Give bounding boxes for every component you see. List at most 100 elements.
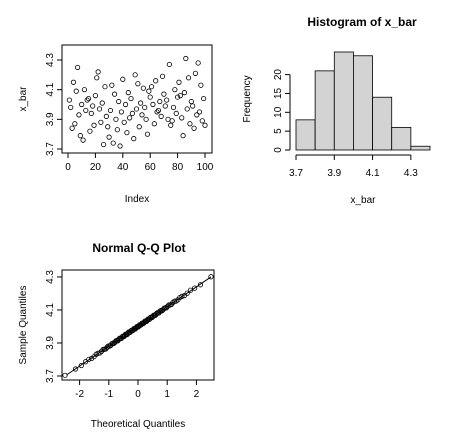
qq-plot: Normal Q-Q Plot -2 -1 0 1 2 3.7 3.9 4.1 4.3 The… <box>18 241 215 430</box>
histogram-bar <box>295 119 316 151</box>
quantile-points <box>62 274 214 378</box>
y-tick-label: 4.3 <box>45 53 56 67</box>
x-axis-ticks: -2 -1 0 1 2 <box>75 379 200 400</box>
y-tick-label: 0 <box>273 147 284 153</box>
data-point <box>172 87 178 93</box>
data-point <box>118 109 125 115</box>
quantile-point <box>82 359 89 365</box>
x-tick-label: 20 <box>90 162 102 173</box>
data-point <box>176 79 182 85</box>
data-point <box>177 93 183 99</box>
data-point <box>88 110 94 117</box>
data-point <box>158 113 164 119</box>
x-tick-label: 0 <box>135 389 141 400</box>
data-point <box>120 76 126 82</box>
quantile-point <box>208 274 214 280</box>
histogram-bars <box>295 51 431 151</box>
quantile-point <box>97 350 103 356</box>
quantile-point <box>197 282 204 288</box>
data-point <box>157 98 163 105</box>
x-tick-label: -1 <box>104 389 113 400</box>
data-point <box>68 104 74 111</box>
histogram-bar <box>333 51 354 151</box>
data-point <box>131 136 137 142</box>
data-point <box>202 122 208 128</box>
x-axis-label: Index <box>125 194 149 205</box>
data-point <box>184 106 190 112</box>
data-point <box>73 88 79 94</box>
data-point <box>188 98 194 105</box>
index-plot: 0 20 40 60 80 100 3.7 3.9 4.1 4.3 Index x_bar <box>18 44 214 205</box>
x-tick-label: 4.3 <box>404 168 418 179</box>
data-point <box>181 90 188 96</box>
data-point <box>84 97 90 103</box>
data-point <box>179 115 185 121</box>
x-tick-label: 2 <box>194 389 200 400</box>
data-point <box>79 101 85 108</box>
data-point <box>148 84 155 90</box>
data-point <box>180 133 186 139</box>
data-point <box>170 104 177 111</box>
quantile-point <box>157 308 163 314</box>
plot-title: Normal Q-Q Plot <box>92 241 185 255</box>
data-point <box>103 113 109 119</box>
data-point <box>192 70 199 76</box>
data-point <box>153 78 159 84</box>
data-point <box>196 109 203 115</box>
y-tick-label: 4.3 <box>45 270 56 284</box>
data-point <box>111 91 118 97</box>
x-tick-label: 40 <box>117 162 129 173</box>
data-point <box>140 85 146 91</box>
x-tick-label: -2 <box>75 389 84 400</box>
data-point <box>105 124 111 130</box>
quantile-point <box>192 285 198 291</box>
quantile-point <box>78 362 84 369</box>
data-point <box>122 101 129 108</box>
data-point <box>136 124 142 130</box>
quantile-point <box>179 293 185 299</box>
data-point <box>194 112 200 118</box>
data-point <box>90 103 96 109</box>
data-point <box>154 109 160 115</box>
x-axis-ticks: 3.7 3.9 4.1 4.3 <box>289 154 418 179</box>
data-point <box>151 121 157 127</box>
data-point <box>102 84 108 90</box>
data-point <box>117 143 123 149</box>
data-point <box>76 112 82 118</box>
data-point <box>87 128 93 134</box>
data-point <box>162 103 168 109</box>
y-tick-label: 5 <box>273 128 284 134</box>
x-axis-label: x_bar <box>350 195 376 206</box>
y-tick-label: 3.7 <box>45 142 56 156</box>
data-point <box>147 94 153 100</box>
x-tick-label: 3.7 <box>289 168 303 179</box>
histogram-bar <box>353 55 373 151</box>
data-point <box>199 118 205 124</box>
y-axis-label: x_bar <box>18 86 29 112</box>
data-point <box>155 107 162 114</box>
data-point <box>83 107 89 114</box>
y-tick-label: 15 <box>273 87 284 99</box>
data-point <box>98 119 104 125</box>
y-tick-label: 3.9 <box>45 112 56 126</box>
histogram-bar <box>410 145 431 151</box>
x-tick-label: 3.9 <box>327 168 341 179</box>
data-point <box>168 122 174 128</box>
data-point <box>183 55 189 62</box>
data-point <box>109 82 115 88</box>
data-point <box>133 106 140 112</box>
quantile-point <box>72 366 79 372</box>
data-point <box>132 72 138 78</box>
y-axis-ticks: 0 5 10 15 20 <box>273 69 291 153</box>
histogram-bar <box>314 70 335 151</box>
y-axis-label: Frequency <box>242 75 253 122</box>
x-axis-label: Theoretical Quantiles <box>91 419 186 430</box>
quantile-point <box>170 299 176 306</box>
x-tick-label: 0 <box>65 162 71 173</box>
y-axis-ticks: 3.7 3.9 4.1 4.3 <box>45 53 63 156</box>
data-point <box>144 131 151 137</box>
histogram-bar <box>391 126 412 151</box>
quantile-point <box>171 298 178 304</box>
data-points <box>66 55 208 149</box>
data-point <box>92 93 99 99</box>
